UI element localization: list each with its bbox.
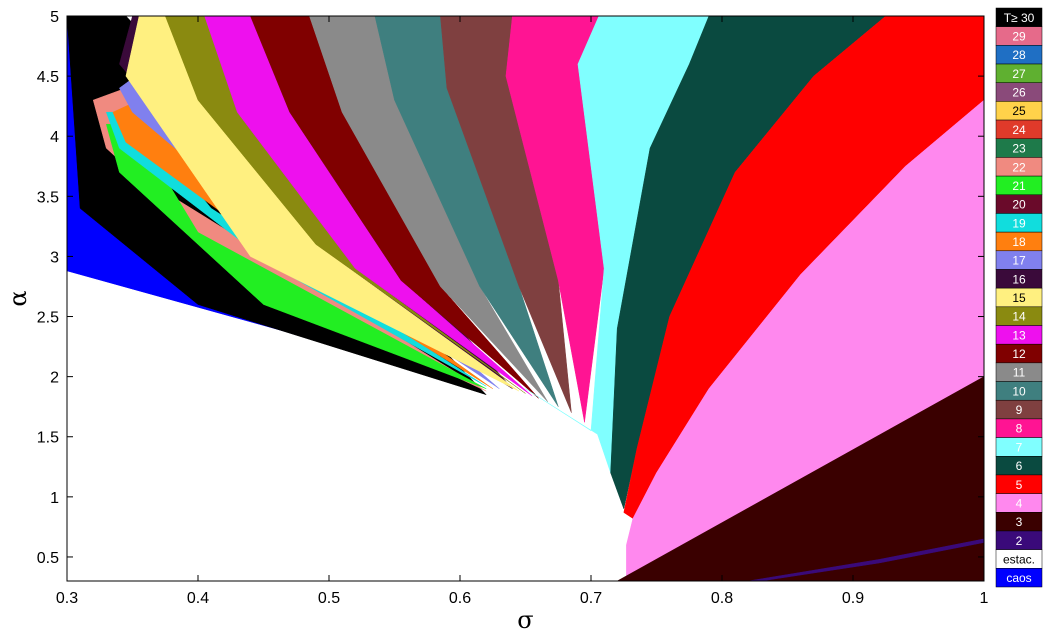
x-tick-label: 0.6: [449, 590, 471, 607]
legend-label: 15: [1012, 291, 1026, 305]
legend-label: 5: [1016, 478, 1023, 492]
legend-label: 18: [1012, 235, 1026, 249]
y-tick-label: 2.5: [37, 310, 59, 327]
legend-label: 16: [1012, 272, 1026, 286]
legend-label: 6: [1016, 459, 1023, 473]
legend-label: 7: [1016, 440, 1023, 454]
y-axis-label: α: [4, 290, 32, 306]
y-axis-ticks: 0.5 1 1.5 2 2.5 3 3.5 4 4.5 5: [37, 9, 984, 567]
y-tick-label: 1: [50, 490, 59, 507]
legend-label: 21: [1012, 179, 1026, 193]
legend-label: 24: [1012, 123, 1026, 137]
y-tick-label: 3: [50, 249, 59, 266]
legend-label: 26: [1012, 86, 1026, 100]
legend-label: estac.: [1003, 552, 1035, 566]
y-tick-label: 0.5: [37, 550, 59, 567]
legend-label: 17: [1012, 254, 1026, 268]
y-tick-label: 4: [50, 129, 59, 146]
legend-label: 22: [1012, 160, 1026, 174]
legend-label: 4: [1016, 496, 1023, 510]
region-period-3: [616, 376, 984, 581]
y-tick-label: 5: [50, 9, 59, 26]
y-tick-label: 4.5: [37, 69, 59, 86]
y-tick-label: 1.5: [37, 430, 59, 447]
x-tick-label: 0.3: [56, 590, 78, 607]
legend-label: 28: [1012, 48, 1026, 62]
legend-label: caos: [1006, 571, 1031, 585]
legend-label: 14: [1012, 310, 1026, 324]
legend-label: 29: [1012, 30, 1026, 44]
legend-label: 19: [1012, 216, 1026, 230]
legend-label: 11: [1013, 366, 1026, 380]
legend-label: 25: [1012, 104, 1026, 118]
legend-label: 20: [1012, 198, 1026, 212]
x-tick-label: 0.4: [187, 590, 209, 607]
legend-label: 23: [1012, 142, 1026, 156]
legend-label: 3: [1016, 515, 1023, 529]
legend-label: 27: [1012, 67, 1026, 81]
x-axis-ticks: 0.3 0.4 0.5 0.6 0.7 0.8 0.9 1: [56, 16, 989, 607]
legend-label: 2: [1016, 534, 1023, 548]
legend-label: 12: [1012, 347, 1026, 361]
y-tick-label: 2: [50, 370, 59, 387]
period-legend: T≥ 3029282726252423222120191817161514131…: [995, 7, 1043, 588]
legend-label: 8: [1016, 422, 1023, 436]
period-regions: [67, 16, 984, 581]
y-tick-label: 3.5: [37, 189, 59, 206]
plot-frame: [66, 15, 985, 582]
region-period-2: [748, 538, 984, 581]
legend-swatch: [995, 568, 1043, 588]
legend-label: 9: [1016, 403, 1023, 417]
legend-label: T≥ 30: [1004, 11, 1035, 25]
x-tick-label: 0.8: [711, 590, 733, 607]
x-axis-label: σ: [517, 606, 533, 634]
legend-label: 10: [1012, 384, 1026, 398]
x-tick-label: 0.7: [580, 590, 602, 607]
x-tick-label: 0.5: [318, 590, 340, 607]
x-tick-label: 1: [980, 590, 989, 607]
x-tick-label: 0.9: [842, 590, 864, 607]
legend-label: 13: [1012, 328, 1026, 342]
